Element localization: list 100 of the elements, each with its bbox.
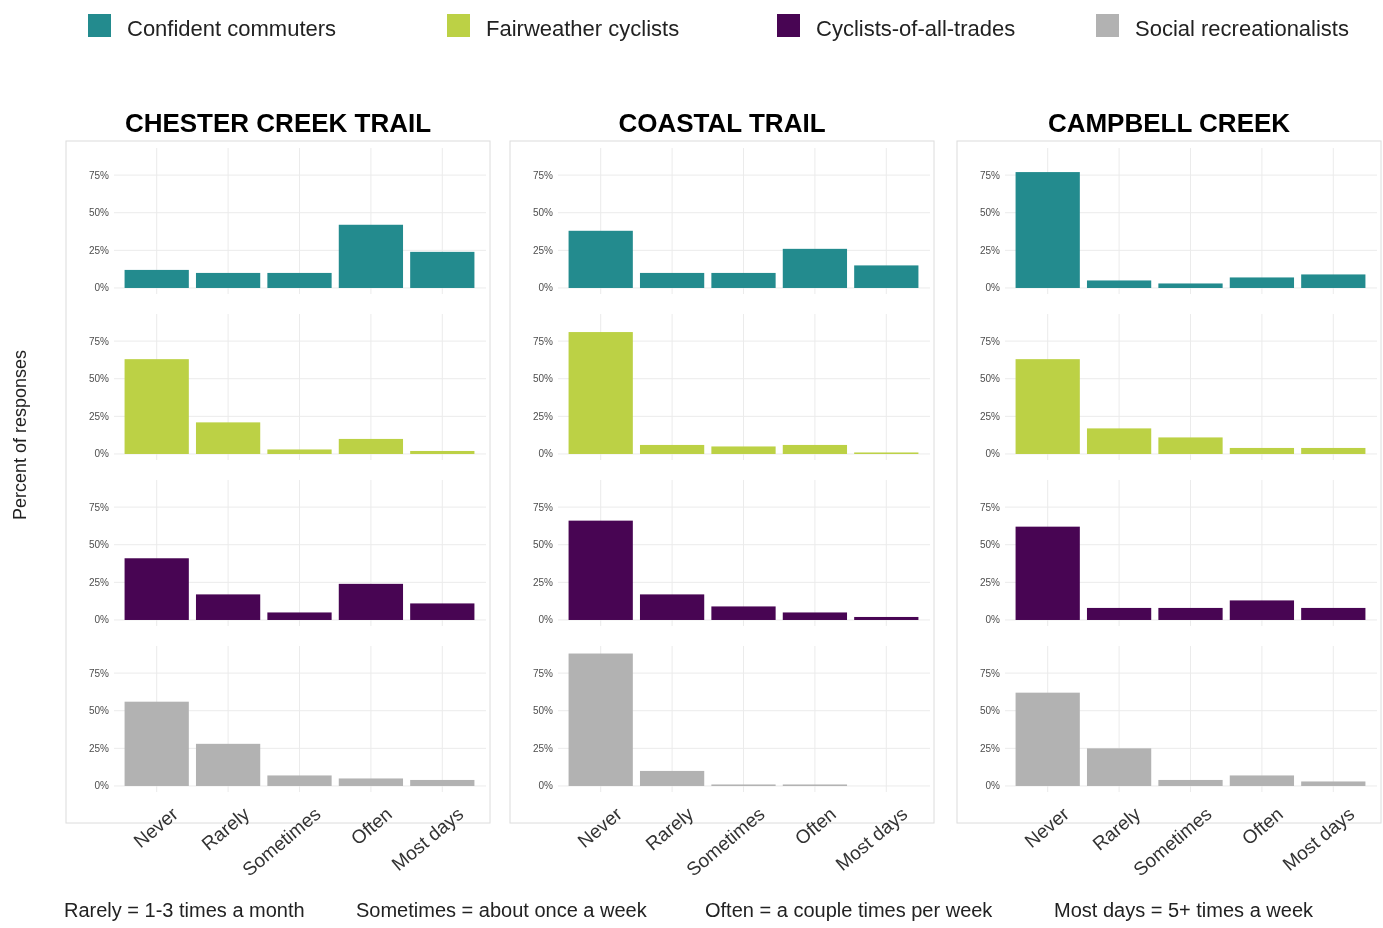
- bar: [1086, 428, 1152, 454]
- bar: [711, 272, 776, 288]
- bar: [639, 594, 705, 620]
- bar: [410, 603, 475, 620]
- y-tick-label: 25%: [532, 742, 554, 754]
- bar: [195, 272, 261, 288]
- y-tick-label: 25%: [979, 576, 1001, 588]
- y-tick-label: 25%: [88, 742, 110, 754]
- y-tick-label: 0%: [985, 448, 1001, 460]
- bar: [338, 438, 404, 454]
- bar: [195, 422, 261, 454]
- bar: [639, 272, 705, 288]
- bar: [338, 778, 404, 786]
- bar: [1015, 692, 1080, 786]
- text: Rarely = 1-3 times a month: [64, 899, 305, 921]
- bar: [124, 701, 189, 786]
- bar: [782, 612, 848, 620]
- legend-label: Social recreationalists: [1135, 15, 1349, 41]
- y-tick-label: 25%: [88, 576, 110, 588]
- y-tick-label: 0%: [94, 780, 110, 792]
- chart-title: CAMPBELL CREEK: [1047, 108, 1291, 138]
- bar: [267, 272, 332, 288]
- text: Often = a couple times per week: [705, 899, 994, 921]
- bar: [1301, 607, 1366, 620]
- bar: [1015, 359, 1080, 454]
- y-tick-label: 25%: [979, 244, 1001, 256]
- legend-label: Confident commuters: [127, 15, 337, 41]
- y-tick-label: 0%: [538, 282, 554, 294]
- y-tick-label: 50%: [979, 705, 1001, 717]
- bar: [568, 520, 633, 620]
- legend-label: Cyclists-of-all-trades: [816, 15, 1016, 41]
- y-tick-label: 0%: [94, 448, 110, 460]
- bar: [1158, 437, 1223, 454]
- bar: [267, 612, 332, 620]
- y-tick-label: 50%: [532, 539, 554, 551]
- y-tick-label: 75%: [532, 501, 554, 513]
- text: Most days = 5+ times a week: [1054, 899, 1314, 921]
- bar: [568, 230, 633, 288]
- y-tick-label: 50%: [979, 373, 1001, 385]
- y-tick-label: 25%: [979, 742, 1001, 754]
- bar: [1229, 600, 1295, 620]
- bar: [338, 224, 404, 288]
- bar: [1086, 280, 1152, 288]
- y-tick-label: 75%: [532, 335, 554, 347]
- bar: [1301, 781, 1366, 786]
- bar: [195, 594, 261, 620]
- bar: [124, 359, 189, 454]
- y-tick-label: 0%: [985, 780, 1001, 792]
- y-tick-label: 25%: [532, 410, 554, 422]
- bar: [1301, 274, 1366, 288]
- y-tick-label: 75%: [532, 169, 554, 181]
- bar: [1158, 607, 1223, 620]
- chart-title: COASTAL TRAIL: [618, 108, 826, 138]
- bar: [1229, 775, 1295, 786]
- y-tick-label: 0%: [985, 614, 1001, 626]
- bar: [1229, 447, 1295, 454]
- bar: [1301, 447, 1366, 454]
- y-axis-title: Percent of responses: [10, 349, 30, 521]
- bar: [124, 558, 189, 620]
- y-tick-label: 50%: [532, 373, 554, 385]
- bar: [568, 332, 633, 454]
- bar: [267, 775, 332, 786]
- chart-title: CHESTER CREEK TRAIL: [124, 108, 432, 138]
- y-tick-label: 75%: [88, 335, 110, 347]
- y-tick-label: 50%: [532, 705, 554, 717]
- bar: [1015, 526, 1080, 620]
- bar: [410, 251, 475, 288]
- y-tick-label: 25%: [88, 410, 110, 422]
- y-tick-label: 25%: [532, 576, 554, 588]
- y-tick-label: 50%: [532, 207, 554, 219]
- y-tick-label: 25%: [979, 410, 1001, 422]
- y-tick-label: 0%: [94, 614, 110, 626]
- y-tick-label: 25%: [532, 244, 554, 256]
- y-tick-label: 75%: [88, 667, 110, 679]
- y-tick-label: 0%: [538, 448, 554, 460]
- bar: [1158, 779, 1223, 786]
- y-tick-label: 50%: [88, 207, 110, 219]
- bar: [410, 450, 475, 454]
- y-tick-label: 0%: [538, 614, 554, 626]
- y-tick-label: 0%: [94, 282, 110, 294]
- y-tick-label: 75%: [979, 169, 1001, 181]
- y-tick-label: 75%: [88, 501, 110, 513]
- y-tick-label: 50%: [88, 705, 110, 717]
- bar: [1015, 172, 1080, 288]
- y-tick-label: 50%: [88, 539, 110, 551]
- y-tick-label: 50%: [979, 207, 1001, 219]
- bar: [1086, 607, 1152, 620]
- y-tick-label: 0%: [985, 282, 1001, 294]
- y-tick-label: 0%: [538, 780, 554, 792]
- bar: [267, 449, 332, 454]
- bar: [854, 616, 919, 620]
- bar: [410, 779, 475, 786]
- bar: [1158, 283, 1223, 288]
- legend-label: Fairweather cyclists: [486, 15, 680, 41]
- bar: [782, 248, 848, 288]
- y-tick-label: 25%: [88, 244, 110, 256]
- bar: [338, 583, 404, 620]
- bar: [1229, 277, 1295, 288]
- y-tick-label: 75%: [979, 667, 1001, 679]
- y-tick-label: 75%: [979, 501, 1001, 513]
